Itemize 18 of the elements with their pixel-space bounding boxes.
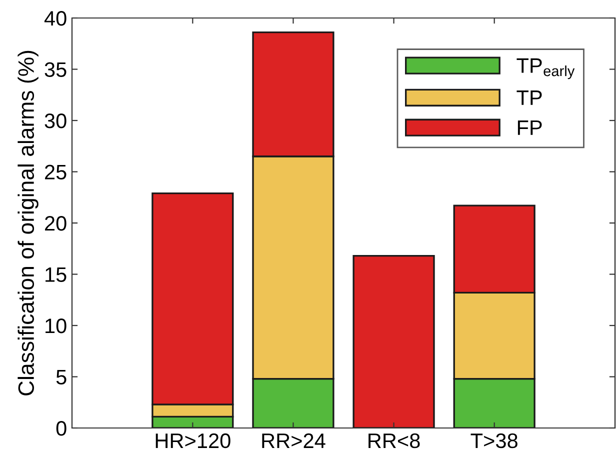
- bar: [352, 254, 435, 428]
- y-tick-label: 20: [45, 216, 66, 231]
- y-tick-label: 5: [56, 370, 66, 385]
- legend-label: TP: [516, 90, 542, 105]
- legend-label: TP$_{early}$: [516, 58, 575, 80]
- y-tick-label: 0: [56, 421, 66, 436]
- y-tick-label: 10: [46, 318, 66, 334]
- x-tick-label: RR>24: [262, 433, 326, 448]
- y-tick-label: 30: [44, 114, 66, 128]
- y-tick-label: 25: [45, 164, 66, 180]
- y-tick-label: 15: [46, 267, 66, 282]
- x-tick-label: HR>120: [156, 433, 230, 448]
- legend-label: FP: [518, 120, 542, 135]
- y-tick-label: 35: [44, 62, 66, 78]
- x-tick-label: T>38: [470, 433, 518, 448]
- y-tick-label: 40: [44, 11, 66, 26]
- x-tick-label: RR<8: [368, 433, 420, 448]
- y-axis-title: Classification of original alarms (%): [18, 50, 38, 396]
